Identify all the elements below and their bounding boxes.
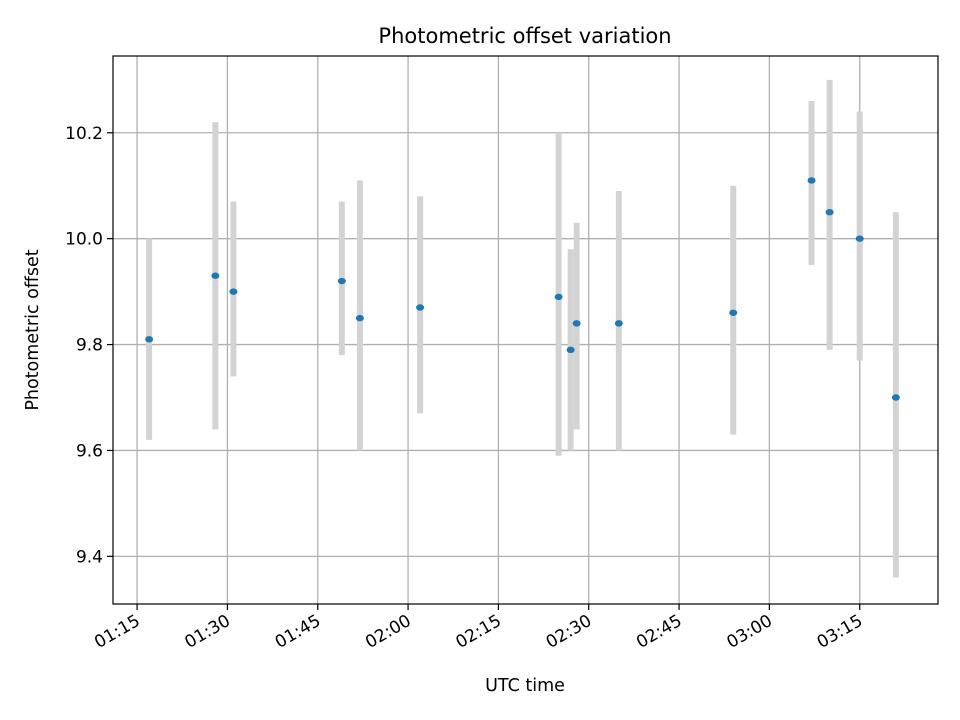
grid-lines bbox=[113, 56, 938, 604]
data-point bbox=[729, 309, 738, 316]
plot-area bbox=[113, 56, 938, 604]
plot-frame bbox=[112, 55, 939, 605]
data-point bbox=[807, 177, 816, 184]
data-point bbox=[554, 293, 563, 301]
y-axis-ticks: 9.4 9.6 9.8 10.0 10.2 bbox=[65, 124, 113, 567]
y-tick-label: 9.6 bbox=[76, 441, 103, 461]
data-point bbox=[229, 288, 238, 295]
data-point bbox=[891, 394, 900, 401]
data-markers bbox=[145, 177, 900, 401]
data-point bbox=[825, 208, 834, 216]
data-point bbox=[614, 320, 623, 327]
y-tick-label: 10.2 bbox=[65, 124, 103, 144]
y-tick-label: 9.4 bbox=[76, 547, 103, 567]
x-axis-label: UTC time bbox=[485, 676, 565, 696]
data-point bbox=[355, 314, 364, 322]
data-point bbox=[572, 320, 581, 327]
data-point bbox=[566, 346, 575, 354]
data-point bbox=[337, 277, 346, 285]
data-point bbox=[145, 336, 154, 343]
chart-title: Photometric offset variation bbox=[378, 24, 671, 48]
y-tick-label: 9.8 bbox=[76, 336, 103, 356]
y-axis-label: Photometric offset bbox=[23, 249, 43, 410]
data-point bbox=[855, 235, 864, 242]
data-point bbox=[416, 304, 425, 311]
y-tick-label: 10.0 bbox=[65, 230, 103, 250]
data-point bbox=[211, 272, 220, 279]
